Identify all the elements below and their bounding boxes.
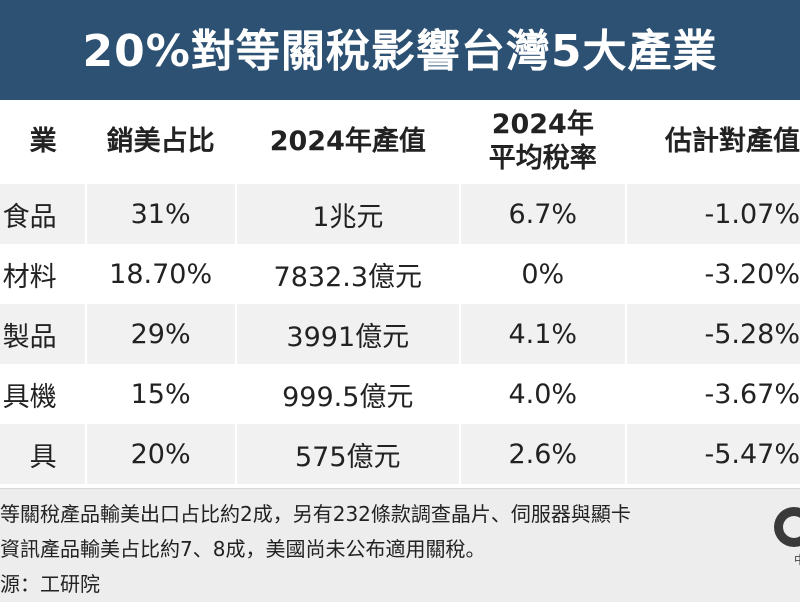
- source-note: 源：工研院: [0, 572, 100, 596]
- header-export-share: 銷美占比: [85, 100, 237, 184]
- title-bar: 20%對等關稅影響台灣5大產業: [0, 0, 800, 100]
- cell-output-2024: 999.5億元: [235, 364, 461, 424]
- logo-label: 中: [793, 553, 800, 567]
- cell-impact: -3.67%: [625, 364, 800, 424]
- cell-industry: 食品: [0, 184, 87, 244]
- cell-export-share: 15%: [85, 364, 237, 424]
- footnote-panel: 等關稅產品輸美出口占比約2成，另有232條款調查晶片、伺服器與顯卡 資訊產品輸美…: [0, 488, 800, 602]
- cell-avg-tariff: 2.6%: [459, 424, 627, 484]
- header-industry: 業: [0, 100, 87, 184]
- cell-output-2024: 3991億元: [235, 304, 461, 364]
- header-avg-tariff-line2: 平均稅率: [488, 143, 597, 174]
- table-header-row: 業 銷美占比 2024年產值 2024年 平均稅率 估計對產值: [0, 100, 800, 184]
- cell-impact: -5.28%: [625, 304, 800, 364]
- header-avg-tariff: 2024年 平均稅率: [459, 100, 627, 184]
- cell-export-share: 31%: [85, 184, 237, 244]
- cell-industry: 材料: [0, 244, 87, 304]
- table-row: 具 20% 575億元 2.6% -5.47%: [0, 424, 800, 484]
- header-avg-tariff-line1: 2024年: [491, 109, 594, 140]
- logo-icon: [774, 507, 800, 547]
- tariff-impact-table: 業 銷美占比 2024年產值 2024年 平均稅率 估計對產值 食品 31% 1…: [0, 100, 800, 484]
- cell-export-share: 18.70%: [85, 244, 237, 304]
- data-table-container: 業 銷美占比 2024年產值 2024年 平均稅率 估計對產值 食品 31% 1…: [0, 100, 800, 488]
- cell-output-2024: 575億元: [235, 424, 461, 484]
- table-row: 材料 18.70% 7832.3億元 0% -3.20%: [0, 244, 800, 304]
- cell-avg-tariff: 4.0%: [459, 364, 627, 424]
- header-impact: 估計對產值: [665, 126, 800, 157]
- header-output-2024: 2024年產值: [235, 100, 461, 184]
- cell-impact: -3.20%: [625, 244, 800, 304]
- cell-output-2024: 1兆元: [235, 184, 461, 244]
- cell-avg-tariff: 6.7%: [459, 184, 627, 244]
- table-row: 具機 15% 999.5億元 4.0% -3.67%: [0, 364, 800, 424]
- cell-impact: -1.07%: [625, 184, 800, 244]
- cell-avg-tariff: 4.1%: [459, 304, 627, 364]
- footnote-line-1: 等關稅產品輸美出口占比約2成，另有232條款調查晶片、伺服器與顯卡: [0, 502, 631, 526]
- cell-export-share: 20%: [85, 424, 237, 484]
- footnote-line-2: 資訊產品輸美占比約7、8成，美國尚未公布適用關稅。: [0, 537, 486, 561]
- cell-impact: -5.47%: [625, 424, 800, 484]
- cell-export-share: 29%: [85, 304, 237, 364]
- cell-industry: 具機: [0, 364, 87, 424]
- cell-output-2024: 7832.3億元: [235, 244, 461, 304]
- cell-avg-tariff: 0%: [459, 244, 627, 304]
- cell-industry: 製品: [0, 304, 87, 364]
- page-title: 20%對等關稅影響台灣5大產業: [82, 26, 718, 77]
- cell-industry: 具: [0, 424, 87, 484]
- table-row: 食品 31% 1兆元 6.7% -1.07%: [0, 184, 800, 244]
- table-row: 製品 29% 3991億元 4.1% -5.28%: [0, 304, 800, 364]
